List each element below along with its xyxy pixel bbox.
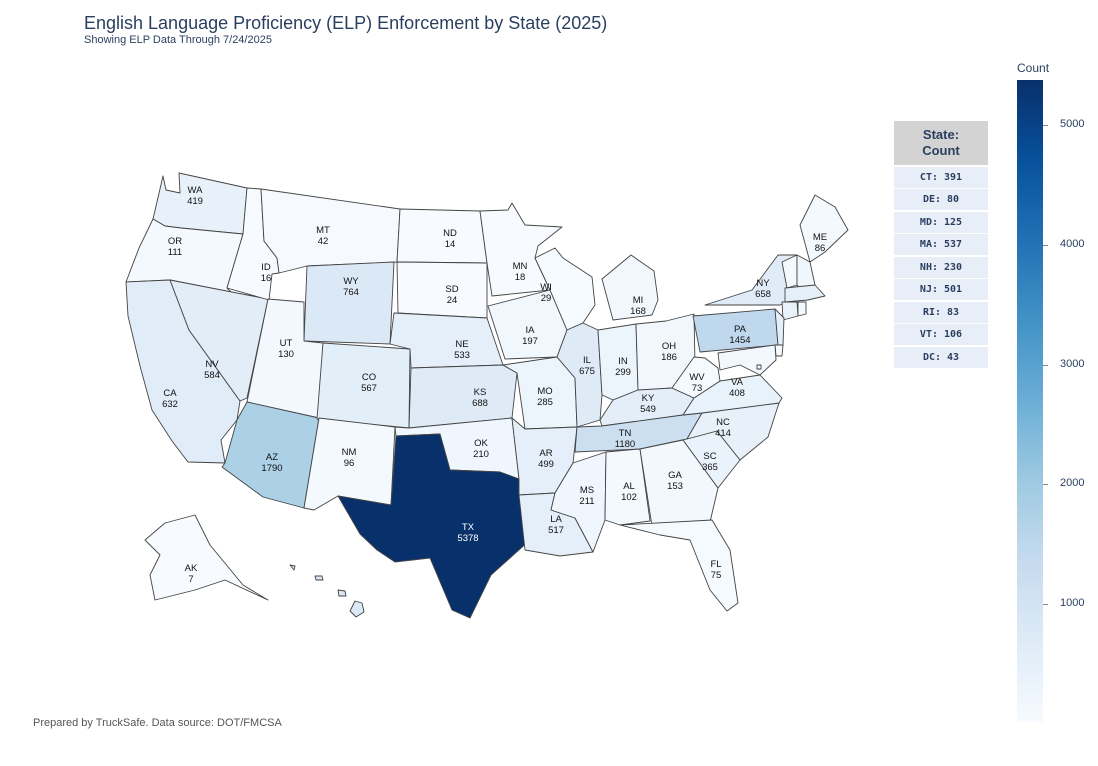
state-label-oh: OH 186 — [661, 341, 677, 363]
colorbar-tick-label: 4000 — [1060, 237, 1085, 250]
state-shape-fl[interactable] — [619, 519, 739, 612]
state-label-wy: WY 764 — [343, 276, 359, 298]
state-shape-de[interactable] — [774, 344, 784, 357]
state-shape-ks[interactable] — [408, 364, 518, 429]
table-header-count: Count — [922, 143, 960, 158]
table-row: MD: 125 — [894, 211, 988, 233]
table-row: RI: 83 — [894, 301, 988, 323]
state-label-al: AL 102 — [621, 481, 637, 503]
colorbar-tick-label: 5000 — [1060, 118, 1085, 131]
colorbar-tick-mark — [1043, 364, 1048, 366]
state-shape-sd[interactable] — [396, 261, 488, 319]
small-states-table-header: State: Count — [894, 121, 988, 165]
state-shape-wv[interactable] — [671, 356, 721, 399]
chart-subtitle: Showing ELP Data Through 7/24/2025 — [84, 34, 272, 46]
state-label-ga: GA 153 — [667, 470, 683, 492]
colorbar-tick-label: 3000 — [1060, 357, 1085, 370]
colorbar-tick-mark — [1043, 125, 1048, 127]
colorbar-tick-mark — [1043, 244, 1048, 246]
state-shape-hi[interactable] — [349, 600, 365, 618]
state-shape-ma[interactable] — [784, 284, 826, 303]
state-shape-wy[interactable] — [303, 261, 395, 345]
state-label-in: IN 299 — [615, 356, 631, 378]
table-row: VT: 106 — [894, 324, 988, 345]
state-shape-hi[interactable] — [337, 589, 347, 597]
state-label-nm: NM 96 — [342, 447, 357, 469]
chart-title: English Language Proficiency (ELP) Enfor… — [84, 13, 608, 33]
state-label-mn: MN 18 — [513, 261, 528, 283]
state-shape-hi[interactable] — [289, 564, 296, 571]
state-label-wv: WV 73 — [689, 372, 705, 394]
table-row: NH: 230 — [894, 256, 988, 278]
state-label-ne: NE 533 — [454, 339, 470, 361]
state-label-tn: TN 1180 — [615, 428, 635, 450]
state-label-ms: MS 211 — [579, 485, 594, 507]
small-states-table: State: Count CT: 391 DE: 80 MD: 125 MA: … — [894, 121, 988, 368]
state-shape-nv[interactable] — [169, 279, 269, 402]
state-label-ks: KS 688 — [472, 387, 488, 409]
state-label-az: AZ 1790 — [261, 452, 282, 474]
table-header-state: State: — [922, 127, 960, 142]
state-label-ut: UT 130 — [278, 338, 294, 360]
state-label-co: CO 567 — [361, 372, 377, 394]
state-label-nc: NC 414 — [715, 417, 731, 439]
state-label-wi: WI 29 — [540, 282, 552, 304]
state-label-va: VA 408 — [729, 377, 745, 399]
state-label-id: ID 16 — [261, 262, 272, 284]
state-shape-mt[interactable] — [260, 188, 401, 274]
state-label-nd: ND 14 — [443, 228, 457, 250]
colorbar — [1017, 80, 1043, 722]
state-label-sc: SC 365 — [702, 451, 718, 473]
state-label-ny: NY 658 — [755, 278, 771, 300]
state-label-ak: AK 7 — [185, 563, 198, 585]
colorbar-tick-label: 2000 — [1060, 477, 1085, 490]
state-shape-ct[interactable] — [781, 301, 799, 321]
state-label-il: IL 675 — [579, 355, 595, 377]
state-shape-tx[interactable] — [337, 433, 531, 619]
state-labels: WA 419 OR 111 CA 632 NV 584 ID 16 MT 42 WY 764 UT 130 AZ… — [162, 185, 827, 585]
colorbar-tick-mark — [1043, 484, 1048, 486]
state-shape-ak[interactable] — [144, 514, 269, 601]
table-row: CT: 391 — [894, 166, 988, 188]
state-label-mo: MO 285 — [537, 386, 553, 408]
state-label-ok: OK 210 — [473, 438, 489, 460]
state-label-fl: FL 75 — [710, 559, 721, 581]
state-shape-hi[interactable] — [314, 575, 324, 581]
state-label-mt: MT 42 — [316, 225, 330, 247]
table-row: NJ: 501 — [894, 279, 988, 300]
state-label-wa: WA 419 — [187, 185, 203, 207]
state-label-mi: MI 168 — [630, 295, 646, 317]
state-shape-dc[interactable] — [756, 364, 762, 370]
table-row: DE: 80 — [894, 189, 988, 210]
colorbar-title: Count — [1017, 61, 1050, 75]
state-shape-md[interactable] — [717, 344, 777, 376]
source-footer: Prepared by TruckSafe. Data source: DOT/… — [33, 717, 282, 729]
colorbar-tick-mark — [1043, 603, 1048, 605]
state-label-nv: NV 584 — [204, 359, 220, 381]
state-shape-or[interactable] — [125, 218, 244, 293]
state-shape-mi[interactable] — [601, 254, 659, 321]
state-label-ar: AR 499 — [538, 448, 554, 470]
state-label-ky: KY 549 — [640, 393, 656, 415]
table-row: MA: 537 — [894, 234, 988, 255]
state-label-or: OR 111 — [168, 236, 182, 258]
state-shapes — [125, 172, 849, 619]
state-shape-al[interactable] — [604, 448, 651, 526]
colorbar-tick-label: 1000 — [1060, 596, 1085, 609]
state-label-sd: SD 24 — [445, 284, 458, 306]
state-shape-wi[interactable] — [534, 247, 596, 331]
state-label-la: LA 517 — [548, 514, 564, 536]
state-label-ia: IA 197 — [522, 325, 538, 347]
state-label-tx: TX 5378 — [457, 522, 478, 544]
table-row: DC: 43 — [894, 346, 988, 368]
state-shape-ri[interactable] — [797, 301, 807, 317]
state-label-pa: PA 1454 — [729, 324, 750, 346]
state-shape-nd[interactable] — [396, 208, 488, 264]
state-label-ca: CA 632 — [162, 388, 178, 410]
state-label-me: ME 86 — [813, 232, 827, 254]
